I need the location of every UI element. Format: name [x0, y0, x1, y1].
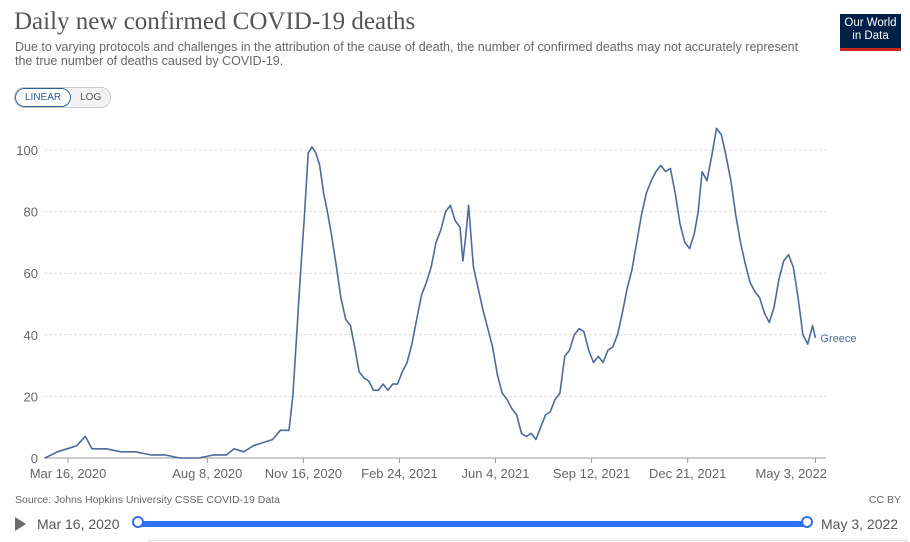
y-tick-label: 80 [24, 205, 38, 220]
series-line-greece [44, 127, 817, 459]
logo-line-2: in Data [852, 30, 889, 42]
series-layer: Greece [44, 127, 857, 459]
x-tick-label: Feb 24, 2021 [361, 466, 438, 481]
footer-divider [148, 540, 908, 541]
timeline-end-label: May 3, 2022 [821, 516, 899, 532]
logo-line-1: Our World [844, 17, 897, 29]
timeline-end-handle[interactable] [801, 516, 813, 528]
log-scale-button[interactable]: LOG [71, 88, 111, 107]
y-tick-label: 20 [24, 389, 38, 404]
x-tick-label: May 3, 2022 [755, 466, 827, 481]
x-tick-label: Aug 8, 2020 [172, 466, 242, 481]
x-tick-label: Mar 16, 2020 [30, 466, 107, 481]
line-chart[interactable]: 0 20 40 60 80 100 Mar 16, 2020 Aug 8, 2020 Nov … [0, 115, 910, 487]
x-tick-label: Sep 12, 2021 [553, 466, 630, 481]
series-label: Greece [820, 333, 856, 345]
timeline-start-handle[interactable] [132, 516, 144, 528]
y-tick-label: 100 [16, 143, 38, 158]
linear-scale-button[interactable]: LINEAR [15, 88, 72, 107]
chart-subtitle: Due to varying protocols and challenges … [15, 40, 799, 68]
x-tick-label: Jun 4, 2021 [462, 466, 530, 481]
grid-lines [44, 149, 826, 459]
license-link[interactable]: CC BY [868, 494, 901, 506]
timeline-start-label: Mar 16, 2020 [37, 516, 120, 532]
x-axis-ticks: Mar 16, 2020 Aug 8, 2020 Nov 16, 2020 Feb 2… [30, 458, 827, 481]
source-note[interactable]: Source: Johns Hopkins University CSSE CO… [15, 494, 280, 506]
play-icon[interactable] [15, 517, 26, 531]
timeline-track[interactable] [138, 521, 807, 527]
scale-toggle: LINEAR LOG [14, 87, 112, 108]
y-tick-label: 40 [24, 328, 38, 343]
x-tick-label: Nov 16, 2020 [265, 466, 342, 481]
y-tick-label: 60 [24, 266, 38, 281]
x-tick-label: Dec 21, 2021 [649, 466, 726, 481]
owid-logo[interactable]: Our World in Data [840, 14, 901, 51]
y-axis-ticks: 0 20 40 60 80 100 [16, 143, 38, 466]
chart-title: Daily new confirmed COVID-19 deaths [14, 8, 416, 35]
y-tick-label: 0 [31, 451, 38, 466]
